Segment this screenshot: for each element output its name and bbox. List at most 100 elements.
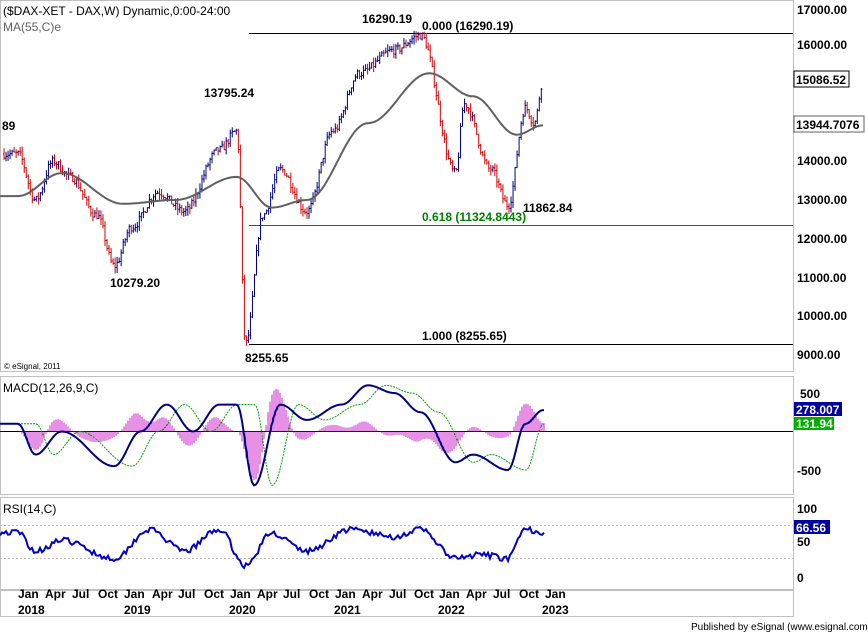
price-bar [225,137,228,155]
price-bar [229,129,232,147]
y-tick: 10000.00 [797,309,847,323]
price-bar [495,164,498,188]
price-bar [207,162,210,168]
price-bar [370,62,373,69]
price-bar [21,146,24,165]
x-month: Jan [18,587,39,601]
price-bar [106,239,109,251]
price-bar [259,212,262,241]
price-bar [510,196,513,213]
price-bar [471,111,474,122]
price-bar [112,258,115,265]
price-bar [293,186,296,200]
ma-value-badge: 13944.7076 [793,115,865,133]
price-bar [505,196,508,211]
price-bar [524,100,527,117]
price-bar [374,57,377,68]
price-bar [431,56,434,68]
rsi-tick-50: 50 [797,535,811,549]
macd-signal-value: 131.94 [796,417,833,431]
price-bar [481,151,484,157]
price-bar [423,31,426,40]
price-bar [306,207,308,219]
price-bar [241,206,244,284]
price-bar [336,124,339,133]
price-bar [485,158,488,165]
footer-credit: Published by eSignal (www.esignal.com) [691,622,868,633]
price-bar [493,163,496,177]
price-bar [200,174,203,193]
price-bar [277,166,280,171]
price-bars [3,30,543,346]
x-year: 2019 [124,603,151,617]
price-bar [273,173,276,194]
price-bar [320,161,323,174]
fib-label-bottom: 1.000 (8255.65) [422,329,507,343]
price-bar [188,203,191,215]
price-bar [221,140,224,148]
price-bar [497,178,500,189]
price-bar [99,210,102,226]
price-bar [114,257,117,274]
symbol-title: ($DAX-XET - DAX,W) Dynamic,0:00-24:00 [3,4,231,18]
price-bar [538,96,541,112]
price-bar [421,32,424,41]
annotation-low-2020: 8255.65 [245,351,289,365]
price-bar [239,144,242,209]
price-bar [35,195,38,202]
price-bar [89,205,92,217]
price-bar [243,274,246,341]
price-bar [394,44,397,59]
macd-title: MACD(12,26,9,C) [3,381,98,395]
price-bar [75,176,78,188]
price-bar [154,189,157,202]
price-bar [158,188,161,201]
price-bar [491,165,494,173]
price-bar [324,140,327,164]
rsi-tick-100: 100 [797,502,817,516]
price-bar [138,211,141,231]
x-month: Jan [335,587,356,601]
price-bar [283,169,286,176]
price-bar [287,175,290,179]
annotation-high: 16290.19 [362,12,412,26]
x-month: Jan [439,587,460,601]
price-bar [358,69,361,80]
price-bar [23,157,26,173]
price-bar [55,161,58,170]
price-bar [85,196,88,206]
price-bar [301,204,304,217]
price-bar [71,171,74,183]
price-bar [33,196,36,202]
price-bar [499,183,502,193]
price-bar [316,181,319,196]
price-bar [386,44,389,57]
annotation-mid-high: 13795.24 [204,86,254,100]
price-bar [469,103,472,122]
price-bar [330,126,333,138]
price-bar [352,80,355,92]
price-bar [79,182,82,192]
price-bar [124,238,127,247]
x-month: Jul [493,587,510,601]
price-bar [53,154,56,167]
rsi-line [0,525,545,570]
price-bar [354,74,357,82]
price-bar [384,47,387,54]
price-bar [344,105,347,115]
price-bar [215,147,218,151]
price-bar [202,169,205,183]
price-bar [13,146,16,153]
ma-label: MA(55,C)e [3,20,61,34]
price-bar [451,160,454,172]
price-bar [211,151,214,164]
price-bar [328,131,331,140]
price-bar [455,168,458,171]
x-month: Apr [466,587,487,601]
x-month: Jul [283,587,300,601]
price-bar [516,150,519,169]
price-bar [11,149,14,156]
price-bar [279,163,282,171]
price-bar [289,172,292,193]
price-bar [398,44,401,54]
